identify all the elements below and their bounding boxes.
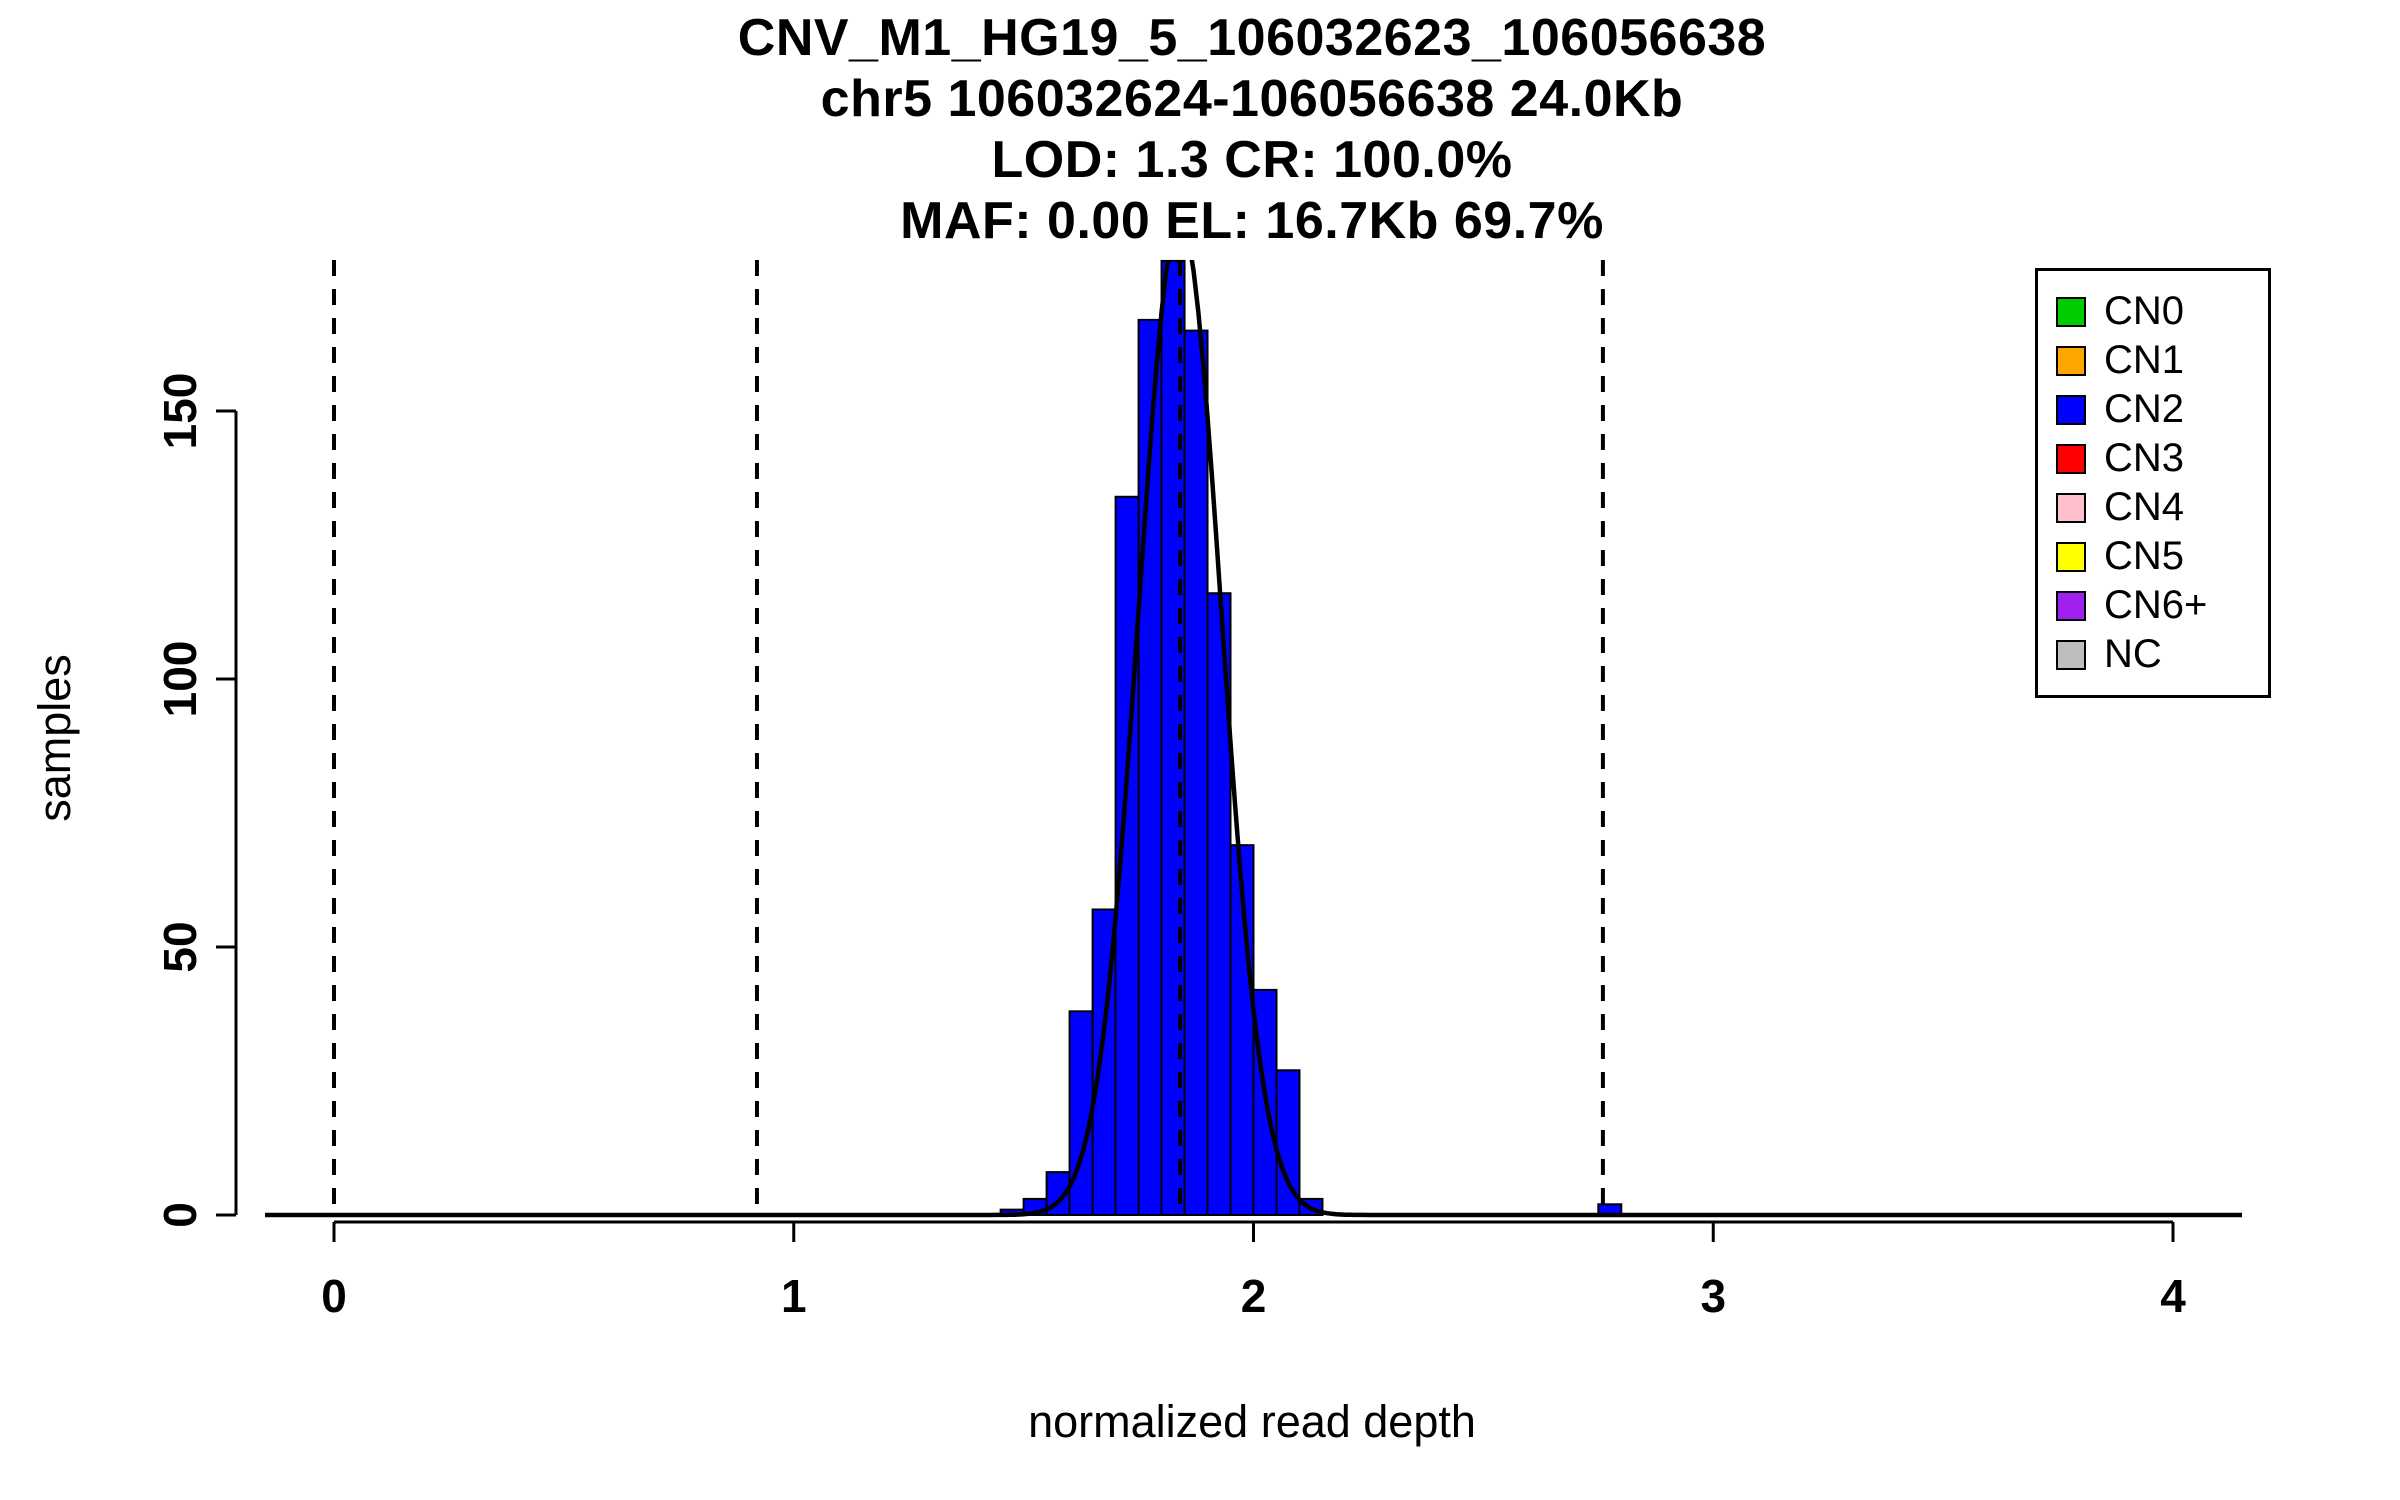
x-tick-label: 4 [2160, 1270, 2186, 1322]
legend-item: CN0 [2056, 287, 2268, 336]
legend-swatch-icon [2056, 639, 2086, 670]
y-tick-label: 100 [154, 641, 206, 718]
legend-item: CN1 [2056, 336, 2268, 385]
y-axis-label: samples [29, 654, 80, 822]
x-tick-label: 1 [781, 1270, 807, 1322]
legend-swatch-icon [2056, 590, 2086, 621]
x-tick-label: 3 [1700, 1270, 1726, 1322]
legend-item: CN4 [2056, 483, 2268, 532]
legend-label: CN1 [2104, 338, 2185, 382]
legend-item: CN3 [2056, 434, 2268, 483]
y-tick-label: 0 [154, 1202, 206, 1228]
legend-label: NC [2104, 632, 2162, 676]
y-tick-label: 150 [154, 373, 206, 450]
title-line-3: LOD: 1.3 CR: 100.0% [991, 131, 1513, 189]
x-tick-label: 0 [321, 1270, 347, 1322]
legend-swatch-icon [2056, 394, 2086, 425]
legend-item: CN2 [2056, 385, 2268, 434]
legend-swatch-icon [2056, 541, 2086, 572]
legend-item: NC [2056, 630, 2268, 679]
histogram-bar [1183, 329, 1209, 1217]
legend-label: CN0 [2104, 289, 2185, 333]
legend-label: CN3 [2104, 436, 2185, 480]
x-axis-label: normalized read depth [1028, 1396, 1476, 1447]
legend-swatch-icon [2056, 296, 2086, 327]
y-tick-label: 50 [154, 921, 206, 972]
legend-swatch-icon [2056, 443, 2086, 474]
legend-label: CN5 [2104, 534, 2185, 578]
legend-label: CN6+ [2104, 583, 2208, 627]
title-line-1: CNV_M1_HG19_5_106032623_106056638 [737, 9, 1767, 67]
legend-label: CN2 [2104, 387, 2185, 431]
plot-title-block: CNV_M1_HG19_5_106032623_106056638 chr5 1… [104, 8, 2400, 252]
title-line-2: chr5 106032624-106056638 24.0Kb [820, 70, 1684, 128]
x-tick-label: 2 [1241, 1270, 1267, 1322]
histogram-bars [999, 259, 1623, 1217]
title-line-4: MAF: 0.00 EL: 16.7Kb 69.7% [900, 192, 1604, 250]
legend-item: CN5 [2056, 532, 2268, 581]
cn-reference-lines [332, 260, 1605, 1216]
axes: 0 1 2 3 4 0 50 100 150 [154, 373, 2186, 1322]
legend-label: CN4 [2104, 485, 2185, 529]
legend-swatch-icon [2056, 492, 2086, 523]
legend-swatch-icon [2056, 345, 2086, 376]
gaussian-fit-curve [265, 260, 2242, 1218]
legend-box: CN0 CN1 CN2 CN3 CN4 CN5 CN6+ NC [2035, 268, 2271, 698]
legend-item: CN6+ [2056, 581, 2268, 630]
